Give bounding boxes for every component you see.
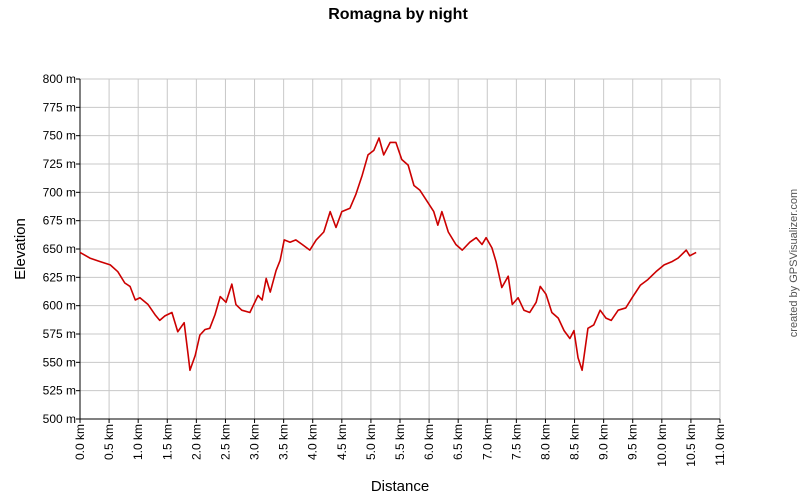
x-tick-label: 5.5 km — [393, 424, 407, 460]
y-tick-label: 500 m — [43, 412, 76, 426]
x-tick-label: 6.5 km — [451, 424, 465, 460]
y-tick-label: 650 m — [43, 242, 76, 256]
x-tick-label: 9.0 km — [597, 424, 611, 460]
y-tick-label: 675 m — [43, 214, 76, 228]
x-tick-label: 5.0 km — [364, 424, 378, 460]
x-tick-label: 4.5 km — [335, 424, 349, 460]
y-tick-label: 600 m — [43, 299, 76, 313]
x-tick-label: 3.5 km — [277, 424, 291, 460]
elevation-line — [79, 137, 697, 372]
x-tick-label: 10.0 km — [655, 424, 669, 467]
y-tick-label: 700 m — [43, 185, 76, 199]
x-tick-label: 0.0 km — [73, 424, 87, 460]
chart-title: Romagna by night — [328, 6, 468, 23]
x-tick-label: 10.5 km — [684, 424, 698, 467]
y-tick-label: 625 m — [43, 270, 76, 284]
y-tick-label: 750 m — [43, 129, 76, 143]
x-tick-label: 7.5 km — [509, 424, 523, 460]
y-tick-label: 575 m — [43, 327, 76, 341]
y-tick-label: 525 m — [43, 384, 76, 398]
x-tick-label: 1.0 km — [131, 424, 145, 460]
x-tick-label: 0.5 km — [102, 424, 116, 460]
y-axis-label: Elevation — [12, 218, 29, 280]
credit: created by GPSVisualizer.com — [788, 189, 800, 337]
x-tick-label: 2.0 km — [189, 424, 203, 460]
x-tick-label: 2.5 km — [218, 424, 232, 460]
y-tick-label: 725 m — [43, 157, 76, 171]
y-tick-label: 775 m — [43, 100, 76, 114]
x-tick-label: 4.0 km — [306, 424, 320, 460]
x-tick-label: 6.0 km — [422, 424, 436, 460]
y-tick-label: 800 m — [43, 72, 76, 86]
x-tick-label: 7.0 km — [480, 424, 494, 460]
x-tick-label: 8.0 km — [538, 424, 552, 460]
x-tick-label: 9.5 km — [626, 424, 640, 460]
x-tick-label: 1.5 km — [160, 424, 174, 460]
x-tick-label: 8.5 km — [568, 424, 582, 460]
x-tick-label: 3.0 km — [248, 424, 262, 460]
x-tick-label: 11.0 km — [713, 424, 727, 466]
y-tick-label: 550 m — [43, 355, 76, 369]
x-axis-label: Distance — [371, 478, 429, 495]
